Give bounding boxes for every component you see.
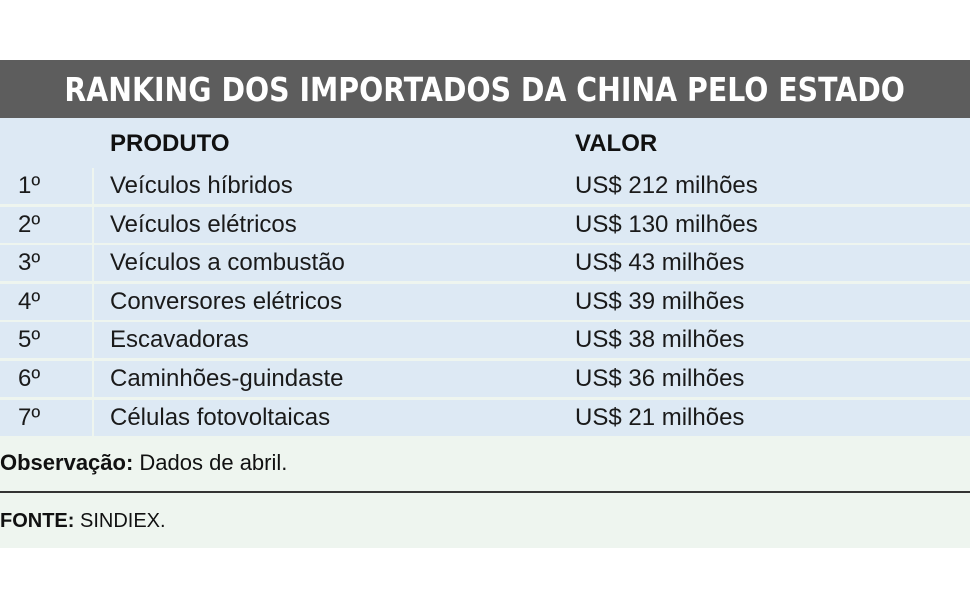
rank-cell: 1º — [18, 172, 41, 199]
observation-text: Dados de abril. — [133, 450, 288, 475]
product-cell: Conversores elétricos — [110, 287, 343, 315]
ranking-table: PRODUTO VALOR 1º Veículos híbridos US$ 2… — [0, 118, 970, 438]
value-cell: US$ 212 milhões — [575, 172, 758, 199]
column-divider — [92, 322, 94, 359]
value-cell: US$ 38 milhões — [575, 326, 745, 354]
observation-label: Observação: — [0, 450, 134, 475]
rank-cell: 5º — [18, 326, 41, 354]
source-label: FONTE: — [0, 510, 75, 532]
product-cell: Escavadoras — [110, 326, 249, 354]
column-divider — [92, 360, 94, 397]
rank-cell: 6º — [18, 364, 41, 392]
header-valor: VALOR — [575, 130, 658, 157]
table-row: 4º Conversores elétricos US$ 39 milhões — [0, 283, 970, 320]
table-row: 3º Veículos a combustão US$ 43 milhões — [0, 245, 970, 282]
table-header: PRODUTO VALOR — [0, 118, 970, 168]
column-divider — [92, 399, 94, 436]
observation-note: Observação: Dados de abril. — [0, 450, 287, 476]
column-divider — [92, 283, 94, 320]
value-cell: US$ 130 milhões — [575, 210, 758, 238]
table-row: 2º Veículos elétricos US$ 130 milhões — [0, 206, 970, 243]
value-cell: US$ 43 milhões — [575, 249, 745, 277]
product-cell: Veículos elétricos — [110, 210, 297, 238]
table-title-text: RANKING DOS IMPORTADOS DA CHINA PELO EST… — [64, 69, 906, 109]
footer-divider — [0, 491, 970, 493]
table-title: RANKING DOS IMPORTADOS DA CHINA PELO EST… — [0, 60, 970, 118]
rank-cell: 3º — [18, 249, 41, 277]
product-cell: Veículos a combustão — [110, 249, 345, 277]
rank-cell: 4º — [18, 287, 41, 315]
table-row: 7º Células fotovoltaicas US$ 21 milhões — [0, 399, 970, 436]
column-divider — [92, 206, 94, 243]
rank-cell: 7º — [18, 403, 41, 431]
header-produto: PRODUTO — [110, 130, 230, 157]
column-divider — [92, 168, 94, 204]
table-row: 5º Escavadoras US$ 38 milhões — [0, 322, 970, 359]
value-cell: US$ 36 milhões — [575, 364, 745, 392]
column-divider — [92, 245, 94, 282]
table-row: 6º Caminhões-guindaste US$ 36 milhões — [0, 360, 970, 397]
product-cell: Células fotovoltaicas — [110, 403, 331, 431]
product-cell: Caminhões-guindaste — [110, 364, 344, 392]
rank-cell: 2º — [18, 210, 41, 238]
source-credit: FONTE: SINDIEX. — [0, 510, 166, 533]
source-text: SINDIEX. — [74, 510, 166, 532]
product-cell: Veículos híbridos — [110, 172, 293, 199]
value-cell: US$ 21 milhões — [575, 403, 745, 431]
value-cell: US$ 39 milhões — [575, 287, 745, 315]
table-row: 1º Veículos híbridos US$ 212 milhões — [0, 168, 970, 204]
